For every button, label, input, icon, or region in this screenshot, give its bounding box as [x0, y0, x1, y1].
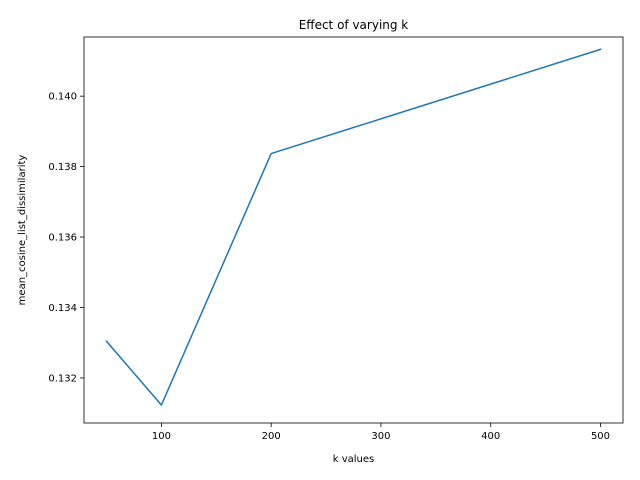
y-axis-label: mean_cosine_list_dissimilarity — [17, 155, 28, 306]
x-tick-label: 100 — [152, 431, 171, 442]
x-tick-label: 200 — [262, 431, 281, 442]
x-tick-label: 300 — [371, 431, 390, 442]
y-tick-label: 0.136 — [48, 233, 77, 244]
y-tick-label: 0.134 — [48, 303, 77, 314]
x-axis-ticks: 100 200 300 400 500 — [152, 423, 610, 442]
series-layer — [105, 48, 602, 406]
plot-area — [84, 37, 623, 423]
chart-title: Effect of varying k — [299, 18, 409, 32]
series-line — [105, 48, 602, 406]
y-axis-ticks: 0.132 0.134 0.136 0.138 0.140 — [48, 92, 84, 384]
x-tick-label: 500 — [591, 431, 610, 442]
y-tick-label: 0.132 — [48, 373, 77, 384]
y-tick-label: 0.138 — [48, 162, 77, 173]
x-axis-label: k values — [333, 454, 375, 465]
x-tick-label: 400 — [481, 431, 500, 442]
plot-frame — [83, 36, 624, 424]
y-tick-label: 0.140 — [48, 92, 77, 103]
